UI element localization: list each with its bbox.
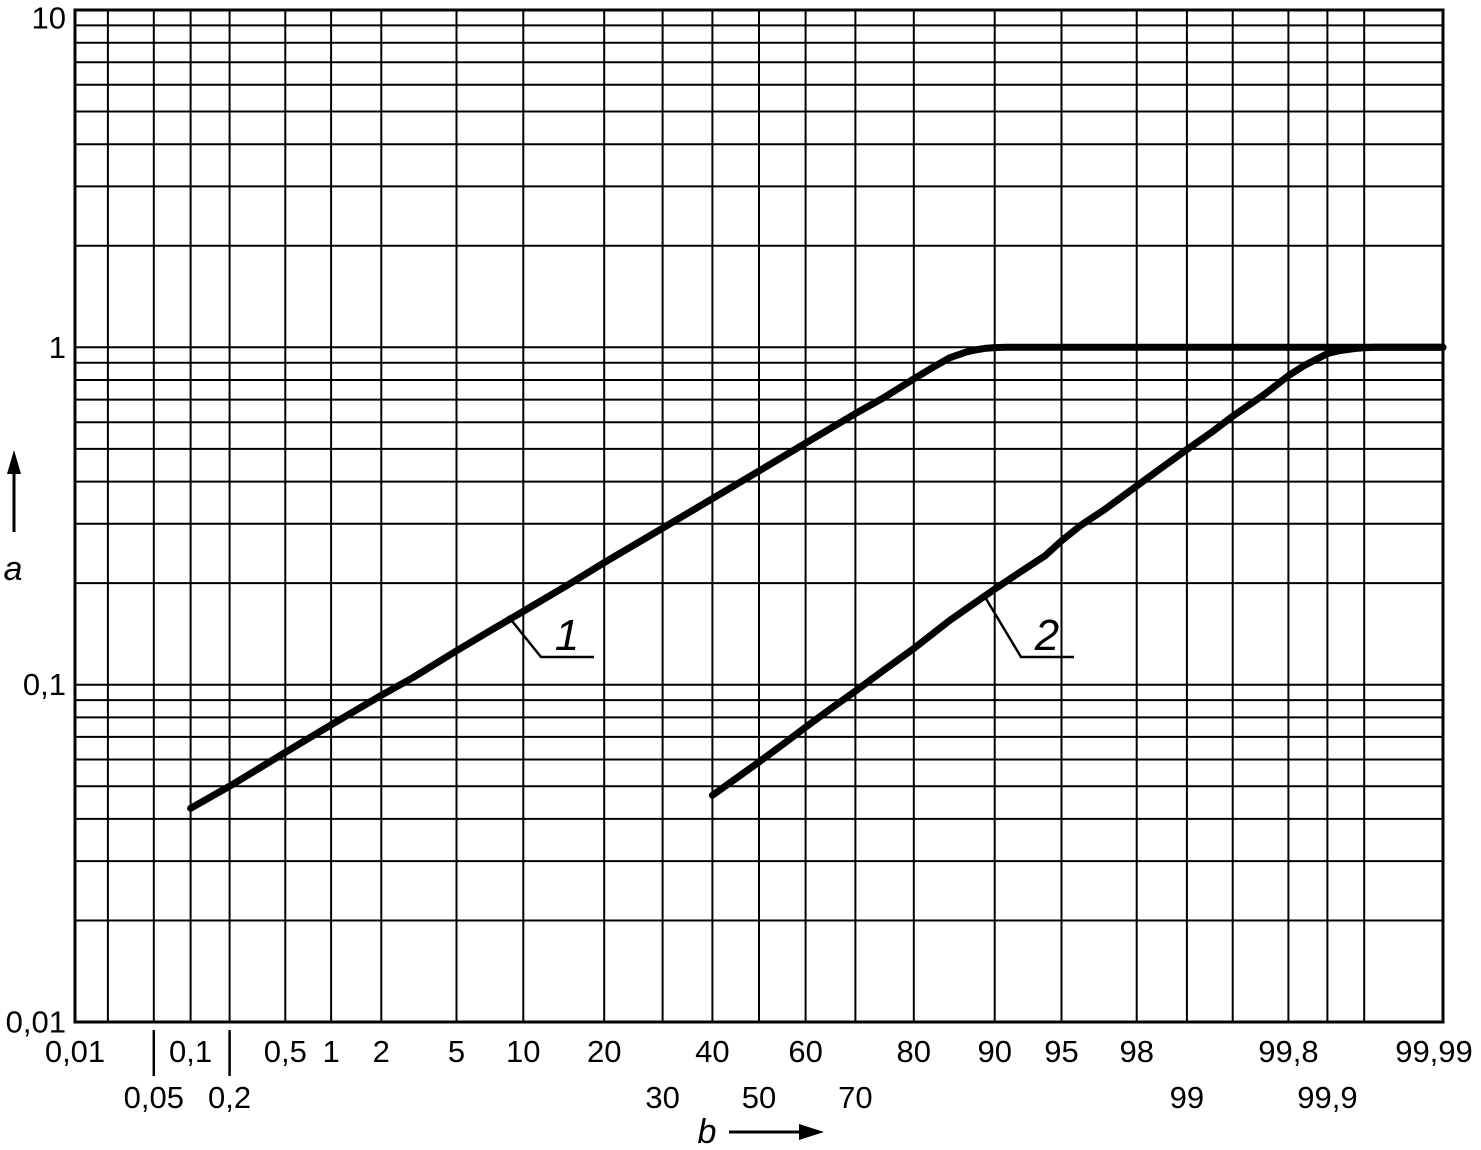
x-tick-label: 1	[322, 1034, 339, 1069]
x-tick-label: 70	[838, 1080, 872, 1115]
x-tick-label: 99,9	[1297, 1080, 1357, 1115]
curve-leader-2	[983, 596, 1074, 659]
y-tick-label: 0,1	[23, 667, 66, 702]
x-tick-label: 99,99	[1395, 1034, 1473, 1069]
x-tick-label: 99,8	[1258, 1034, 1318, 1069]
x-tick-label: 50	[742, 1080, 776, 1115]
curve-leader-1	[507, 615, 594, 659]
x-tick-label: 0,05	[124, 1080, 184, 1115]
curve-1	[187, 343, 1447, 812]
curve-label-2: 2	[1034, 611, 1059, 660]
x-tick-label: 0,1	[169, 1034, 212, 1069]
x-tick-label: 0,5	[264, 1034, 307, 1069]
x-tick-label: 80	[897, 1034, 931, 1069]
x-axis-label: b	[698, 1113, 717, 1150]
y-axis-arrowhead-icon	[7, 450, 21, 474]
x-gridlines	[74, 10, 1444, 1022]
x-tick-label: 0,2	[208, 1080, 251, 1115]
y-axis-label: a	[4, 550, 23, 588]
x-axis-title-group: b	[698, 1113, 824, 1150]
x-tick-label: 60	[788, 1034, 822, 1069]
x-tick-label: 2	[373, 1034, 390, 1069]
x-tick-label: 99	[1170, 1080, 1204, 1115]
y-tick-label: 1	[49, 330, 66, 365]
x-tick-label: 95	[1044, 1034, 1078, 1069]
x-tick-label: 90	[977, 1034, 1011, 1069]
curve-label-1: 1	[555, 611, 579, 660]
x-tick-label: 0,01	[45, 1034, 105, 1069]
x-tick-label: 98	[1119, 1034, 1153, 1069]
y-axis-title-group: a	[4, 450, 23, 588]
y-tick-label: 10	[32, 1, 66, 36]
x-tick-label: 30	[645, 1080, 679, 1115]
curve-2	[708, 343, 1447, 799]
x-axis-arrowhead-icon	[799, 1124, 824, 1140]
x-tick-label: 5	[448, 1034, 465, 1069]
x-tick-label: 20	[587, 1034, 621, 1069]
plot-frame	[73, 8, 1445, 1024]
y-tick-label: 0,01	[6, 1005, 66, 1040]
x-tick-label: 10	[506, 1034, 540, 1069]
x-tick-label: 40	[695, 1034, 729, 1069]
